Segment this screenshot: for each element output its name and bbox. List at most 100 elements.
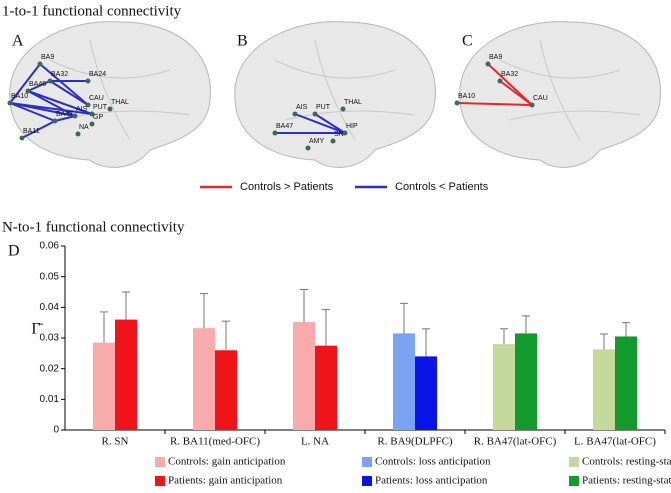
region-label: PUT [316,104,331,111]
region-label: BA9 [41,54,54,61]
connection [9,102,56,122]
node [19,135,25,141]
bar [393,333,415,430]
y-tick-label: 0.04 [40,302,60,313]
legend-label: Controls < Patients [395,181,489,193]
region-label: BA11 [23,128,40,135]
node [342,130,348,136]
legend-swatch [569,457,579,467]
node [52,118,58,124]
node [312,111,318,117]
panel-label: D [8,243,20,260]
region-label: BA10 [11,93,28,100]
legend-label: Controls: resting-state [582,456,671,468]
node [7,100,13,106]
panel-label: B [237,33,248,50]
region-label: BA10 [458,93,475,100]
node [85,78,91,84]
brain-sulcus [499,39,641,141]
bar [415,356,437,430]
connection [21,120,56,139]
connection [314,113,346,134]
region-label: CAU [89,95,104,102]
bar [315,345,337,430]
bar [215,350,237,430]
y-tick-label: 0.06 [40,241,60,252]
node [25,88,31,94]
node [292,111,298,117]
bar [593,349,615,430]
region-label: BA46 [29,81,46,88]
node [497,78,503,84]
region-label: CAU [533,95,548,102]
connection [9,102,76,117]
connection [27,90,76,117]
x-tick-label: R. SN [102,436,129,448]
y-tick-label: 0.02 [40,363,60,374]
connection [294,113,346,134]
region-label: HIP [346,123,358,130]
node [529,102,535,108]
region-label: BA32 [51,71,68,78]
bar [93,342,115,430]
x-tick-label: R. BA9(DLPFC) [377,436,453,448]
node [305,145,311,151]
node [89,111,95,117]
legend-label: Controls > Patients [240,181,334,193]
connection [487,63,533,106]
node [89,121,95,127]
connection [54,115,76,122]
x-tick-label: R. BA47(lat-OFC) [474,436,557,448]
brain [9,21,211,168]
legend-swatch [362,476,372,486]
region-label: BA9 [489,54,502,61]
connection [499,80,533,106]
node [85,102,91,108]
brain [234,21,436,168]
legend-swatch [362,457,372,467]
connection [27,80,51,92]
x-tick-label: R. BA11(med-OFC) [170,436,260,448]
region-label: THAL [111,99,129,106]
bar [615,336,637,430]
y-tick-label: 0 [53,425,59,436]
node [37,61,43,67]
node [72,113,78,119]
y-tick-label: 0.05 [40,271,60,282]
region-label: GP [93,114,103,121]
region-label: THAL [344,99,362,106]
brain [459,21,661,168]
legend-label: Controls: gain anticipation [168,456,286,468]
region-label: BA24 [89,71,106,78]
section-title: 1-to-1 functional connectivity [2,3,182,19]
legend-label: Patients: loss anticipation [375,475,488,487]
legend-swatch [569,476,579,486]
region-label: BA32 [501,71,518,78]
region-label: AMY [309,138,325,145]
y-tick-label: 0.03 [40,333,60,344]
node [272,130,278,136]
connection [456,102,533,106]
region-label: AIS [296,104,308,111]
node [75,131,81,137]
connection [27,90,93,115]
legend-label: Patients: resting-state [582,475,671,487]
connection [9,63,41,104]
region-label: PUT [93,104,108,111]
region-label: BA47 [56,111,73,118]
node [330,138,336,144]
node [340,106,346,112]
x-tick-label: L. NA [301,436,329,448]
bar [193,328,215,430]
region-label: NA [79,124,89,131]
node [454,100,460,106]
bar [515,333,537,430]
connection [39,63,89,106]
region-label: SN [334,131,344,138]
legend-label: Controls: loss anticipation [375,456,491,468]
panel-label: A [12,33,24,50]
y-axis-label: Γ̄ [31,321,43,338]
bar [493,344,515,430]
legend-swatch [155,457,165,467]
